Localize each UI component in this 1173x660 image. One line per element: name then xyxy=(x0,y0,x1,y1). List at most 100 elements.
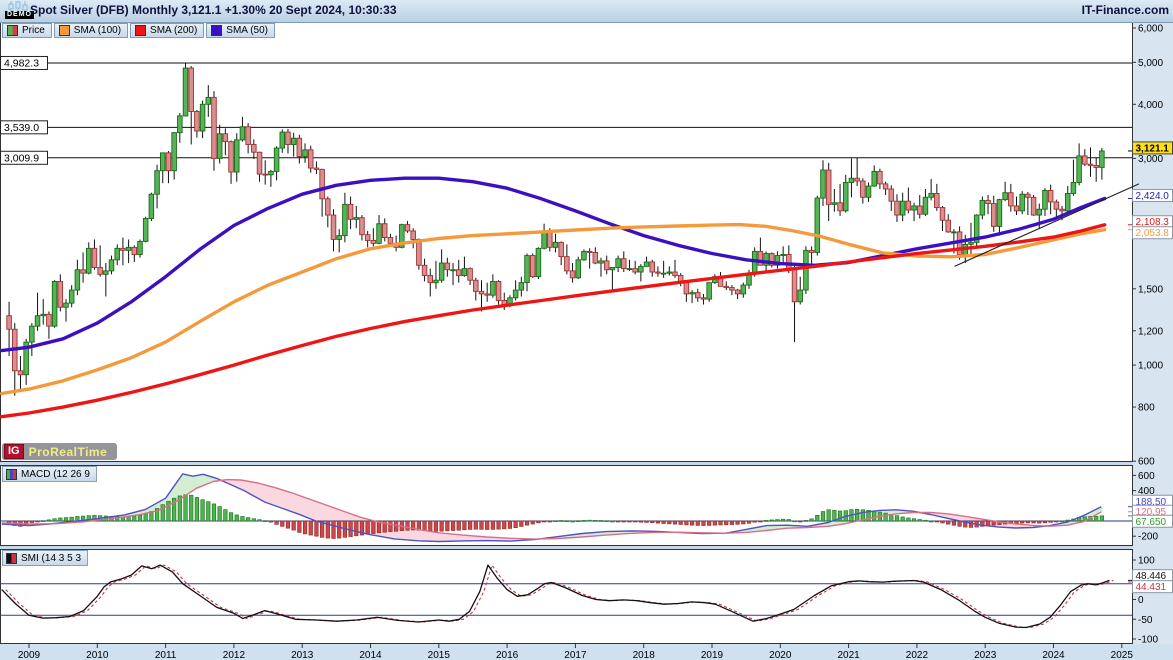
macd-bar-positive xyxy=(860,509,865,522)
macd-bar-positive xyxy=(137,514,143,522)
smi-tick-label: -100 xyxy=(1138,635,1158,646)
candle-body xyxy=(177,115,183,134)
macd-bar-negative xyxy=(513,520,518,528)
candle-body xyxy=(683,282,690,295)
macd-bar-negative xyxy=(701,520,706,526)
macd-bar-negative xyxy=(724,520,729,526)
candle-body xyxy=(518,282,525,291)
legend-price[interactable]: Price xyxy=(2,23,52,38)
year-label: 2010 xyxy=(86,650,109,660)
candle-body xyxy=(871,170,877,187)
macd-bar-negative xyxy=(502,520,507,530)
macd-signal-line xyxy=(1,478,1102,540)
macd-bar-negative xyxy=(541,520,547,523)
macd-bar-negative xyxy=(746,520,752,524)
macd-indicator-label[interactable]: MACD (12 26 9 xyxy=(2,466,97,482)
macd-bar-negative xyxy=(496,520,501,530)
candle-body xyxy=(996,199,1003,227)
candle-body xyxy=(763,253,769,266)
right-axis-strip[interactable] xyxy=(1132,22,1173,644)
legend-sma200[interactable]: SMA (200) xyxy=(130,23,205,38)
candle-body xyxy=(632,268,638,273)
candle-body xyxy=(347,203,354,220)
macd-bar-negative xyxy=(667,520,672,525)
legend-sma100[interactable]: SMA (100) xyxy=(53,23,129,38)
candle-body xyxy=(786,254,792,270)
candle-body xyxy=(1070,182,1077,194)
macd-bar-positive xyxy=(826,509,831,522)
candle-body xyxy=(137,240,143,255)
candle-body xyxy=(552,241,559,248)
macd-bar-negative xyxy=(479,520,484,530)
candle-body xyxy=(427,275,434,284)
macd-bar-negative xyxy=(615,520,621,523)
sma100-swatch-icon xyxy=(58,25,70,36)
candle-body xyxy=(774,255,781,266)
macd-bar-negative xyxy=(985,520,991,526)
candle-body xyxy=(615,258,621,268)
ig-logo: IG xyxy=(4,444,24,459)
macd-line xyxy=(1,473,1102,543)
candle-body xyxy=(951,231,957,234)
macd-bar-positive xyxy=(820,511,826,522)
candle-body xyxy=(973,214,980,243)
macd-tick-label: 600 xyxy=(1138,471,1155,482)
candle-body xyxy=(484,293,490,296)
candle-body xyxy=(928,193,934,198)
price-level-label: 4,982.3 xyxy=(4,57,39,69)
macd-bar-negative xyxy=(274,520,279,525)
macd-bar-positive xyxy=(604,520,609,522)
macd-bar-positive xyxy=(786,519,791,522)
candle-body xyxy=(381,223,388,238)
macd-bar-negative xyxy=(536,520,541,524)
candle-body xyxy=(1002,192,1008,201)
smi-panel[interactable] xyxy=(0,549,1133,644)
macd-bar-positive xyxy=(189,494,194,522)
candle-body xyxy=(598,260,604,264)
candle-body xyxy=(512,289,519,299)
candle-body xyxy=(1053,201,1060,210)
candle-body xyxy=(205,96,212,105)
value-marker-label: 120.95 xyxy=(1136,507,1167,518)
macd-bar-negative xyxy=(689,520,695,526)
smi-indicator-label[interactable]: SMI (14 3 5 3 xyxy=(2,550,89,566)
candle-body xyxy=(837,202,843,212)
macd-bar-negative xyxy=(439,520,444,532)
year-label: 2016 xyxy=(496,650,519,660)
candle-body xyxy=(34,315,41,327)
macd-bar-negative xyxy=(35,520,40,523)
candle-body xyxy=(325,198,331,216)
prorealtime-logo[interactable]: IG ProRealTime xyxy=(2,443,118,460)
year-label: 2025 xyxy=(1111,650,1134,660)
macd-bar-negative xyxy=(485,520,490,530)
price-tick-label: 4,000 xyxy=(1138,100,1163,111)
trendline[interactable] xyxy=(954,183,1140,267)
sma-line-100 xyxy=(0,222,1107,396)
x-axis-strip[interactable] xyxy=(0,644,1173,660)
candle-body xyxy=(968,241,974,245)
macd-bar-negative xyxy=(462,520,467,531)
macd-bar-negative xyxy=(661,520,666,524)
candle-body xyxy=(473,279,479,292)
candle-body xyxy=(592,251,599,264)
brand-link[interactable]: IT-Finance.com xyxy=(1081,3,1169,17)
macd-bar-positive xyxy=(166,500,171,522)
macd-bar-negative xyxy=(1031,520,1036,524)
macd-bar-negative xyxy=(1020,520,1025,524)
legend-price-label: Price xyxy=(22,25,45,36)
legend-sma50[interactable]: SMA (50) xyxy=(206,23,275,38)
macd-swatch-icon xyxy=(6,468,17,480)
candle-body xyxy=(370,239,377,244)
candle-body xyxy=(307,149,314,169)
macd-bar-negative xyxy=(468,520,473,530)
macd-bar-negative xyxy=(325,520,330,539)
candle-body xyxy=(740,284,747,295)
candle-body xyxy=(438,262,445,281)
macd-bar-positive xyxy=(570,520,575,523)
year-label: 2021 xyxy=(837,650,860,660)
macd-bar-negative xyxy=(741,520,746,525)
candle-body xyxy=(97,267,103,275)
macd-bar-positive xyxy=(866,510,871,522)
macd-bar-positive xyxy=(52,518,57,522)
